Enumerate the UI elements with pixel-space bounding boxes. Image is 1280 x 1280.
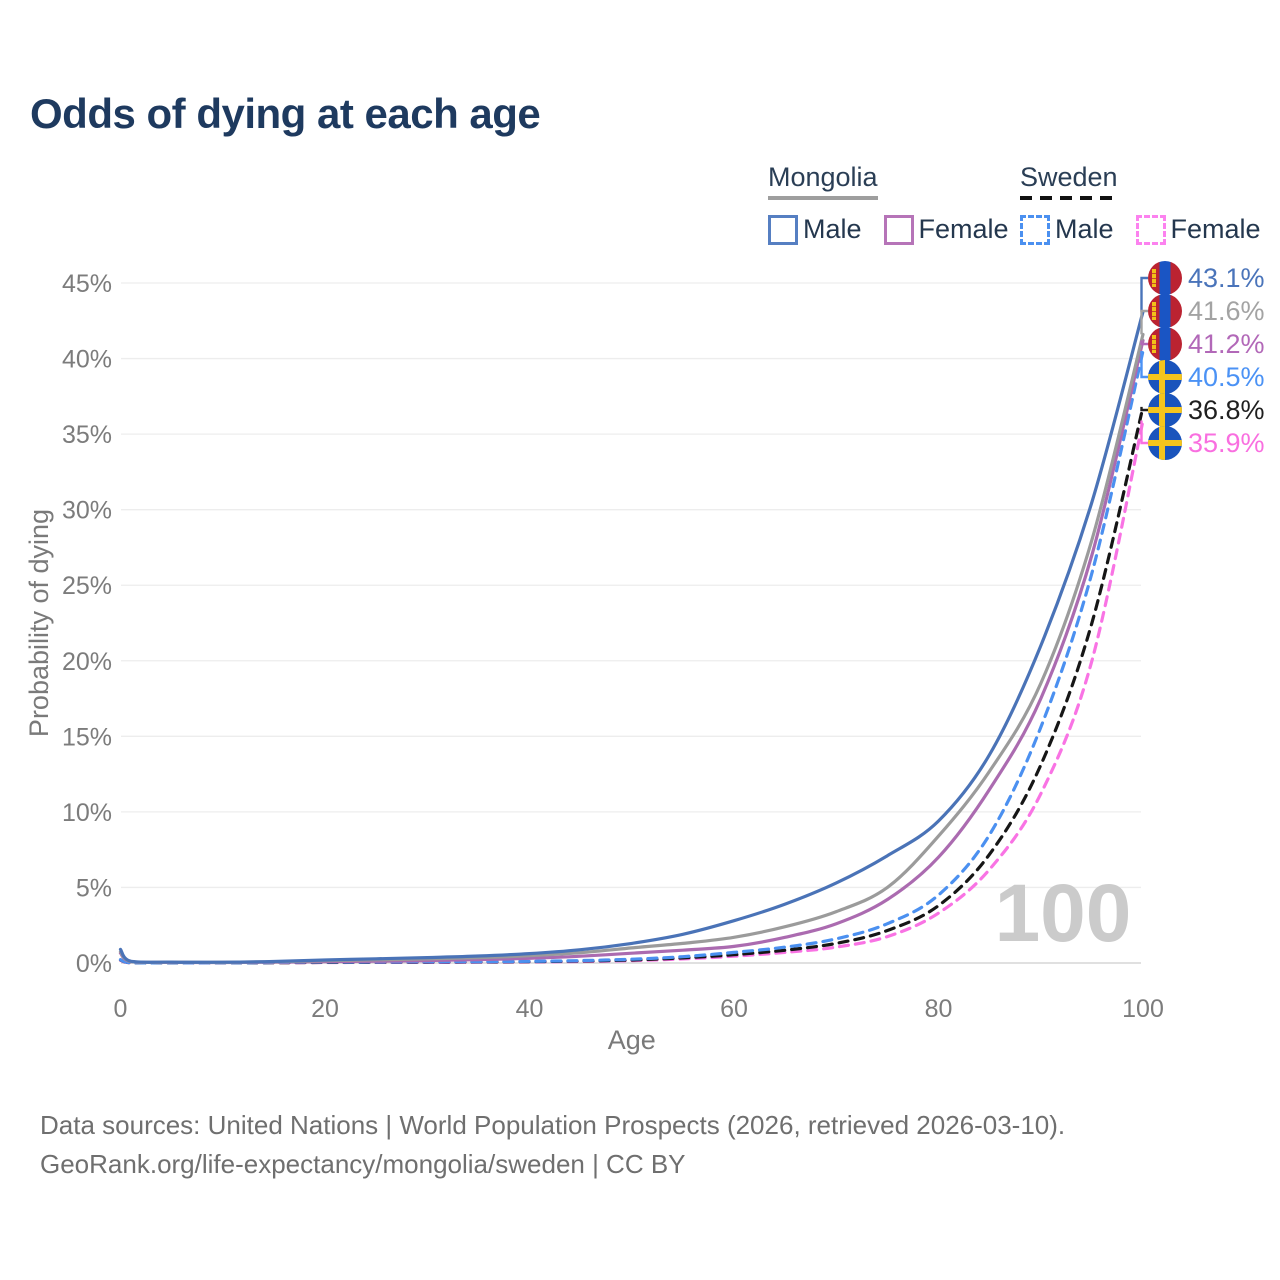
y-tick-label: 45% — [62, 270, 112, 298]
end-value-label: 36.8% — [1188, 394, 1265, 425]
connector-line — [1140, 406, 1148, 412]
page-title: Odds of dying at each age — [30, 90, 541, 137]
legend-heading-mongolia[interactable]: Mongolia — [768, 162, 878, 205]
series-line-sweden[interactable] — [118, 405, 1145, 965]
sweden-flag-icon — [1148, 360, 1182, 394]
end-label-row: 36.8% — [1148, 393, 1265, 427]
legend-item-label: Male — [1055, 214, 1114, 244]
sweden-female-swatch-icon — [1135, 214, 1166, 245]
y-tick-label: 10% — [62, 799, 112, 827]
connector-line — [1140, 351, 1148, 379]
x-tick-label: 60 — [720, 995, 748, 1023]
y-tick-label: 25% — [62, 572, 112, 600]
connector-line — [1140, 420, 1148, 445]
end-label-row: 40.5% — [1148, 360, 1265, 394]
end-label-row: 41.2% — [1148, 327, 1265, 361]
x-tick-label: 20 — [311, 995, 339, 1023]
y-tick-label: 0% — [76, 950, 112, 978]
x-axis-title: Age — [608, 1025, 656, 1055]
sweden-flag-icon — [1148, 426, 1182, 460]
series-line-sweden-female[interactable] — [118, 418, 1145, 965]
y-tick-label: 20% — [62, 648, 112, 676]
legend-heading-sweden[interactable]: Sweden — [1020, 162, 1118, 205]
y-tick-label: 30% — [62, 497, 112, 525]
legend-item-label: Female — [1170, 214, 1261, 244]
sweden-line-style-swatch — [1020, 196, 1118, 200]
mongolia-flag-icon — [1148, 261, 1182, 295]
age-watermark: 100 — [995, 868, 1132, 959]
x-tick-label: 100 — [1122, 995, 1164, 1023]
legend-item-mongolia-male[interactable]: Male — [768, 214, 862, 245]
series-line-mongolia-male[interactable] — [118, 310, 1145, 964]
connector-line — [1140, 340, 1148, 346]
legend-item-sweden-male[interactable]: Male — [1020, 214, 1114, 245]
mongolia-female-swatch-icon — [883, 214, 914, 245]
sweden-male-swatch-icon — [1020, 214, 1050, 245]
mongolia-flag-icon — [1148, 294, 1182, 328]
end-label-row: 35.9% — [1148, 426, 1265, 460]
end-label-row: 41.6% — [1148, 294, 1265, 328]
data-source-text: Data sources: United Nations | World Pop… — [40, 1110, 1066, 1140]
legend-item-label: Female — [918, 214, 1009, 244]
x-tick-label: 0 — [114, 995, 128, 1023]
connector-line — [1140, 309, 1148, 335]
series-line-mongolia[interactable] — [118, 332, 1145, 965]
y-axis-title: Probability of dying — [24, 509, 54, 737]
legend-heading-sweden-label: Sweden — [1020, 162, 1118, 192]
mongolia-flag-icon — [1148, 327, 1182, 361]
x-tick-label: 40 — [516, 995, 544, 1023]
legend-item-sweden-female[interactable]: Female — [1135, 214, 1261, 245]
sweden-flag-icon — [1148, 393, 1182, 427]
connector-line — [1140, 276, 1148, 312]
legend-item-label: Male — [803, 214, 862, 244]
end-label-row: 43.1% — [1148, 261, 1265, 295]
end-value-label: 35.9% — [1188, 427, 1265, 458]
end-value-label: 41.2% — [1188, 328, 1265, 359]
legend-heading-mongolia-label: Mongolia — [768, 162, 878, 192]
end-value-label: 40.5% — [1188, 361, 1265, 392]
mongolia-male-swatch-icon — [768, 214, 798, 245]
legend-item-mongolia-female[interactable]: Female — [883, 214, 1009, 245]
end-value-label: 41.6% — [1188, 295, 1265, 326]
legend-group-mongolia: Mongolia Male Female — [768, 162, 1009, 245]
mongolia-line-style-swatch — [768, 196, 878, 200]
legend-group-sweden: Sweden Male Female — [1020, 162, 1261, 245]
series-line-sweden-male[interactable] — [118, 349, 1145, 965]
y-tick-label: 15% — [62, 723, 112, 751]
footer: Data sources: United Nations | World Pop… — [40, 1106, 1065, 1184]
y-tick-label: 40% — [62, 346, 112, 374]
x-tick-label: 80 — [925, 995, 953, 1023]
y-tick-label: 35% — [62, 421, 112, 449]
attribution-text: GeoRank.org/life-expectancy/mongolia/swe… — [40, 1149, 686, 1179]
end-value-label: 43.1% — [1188, 262, 1265, 293]
y-tick-label: 5% — [76, 874, 112, 902]
